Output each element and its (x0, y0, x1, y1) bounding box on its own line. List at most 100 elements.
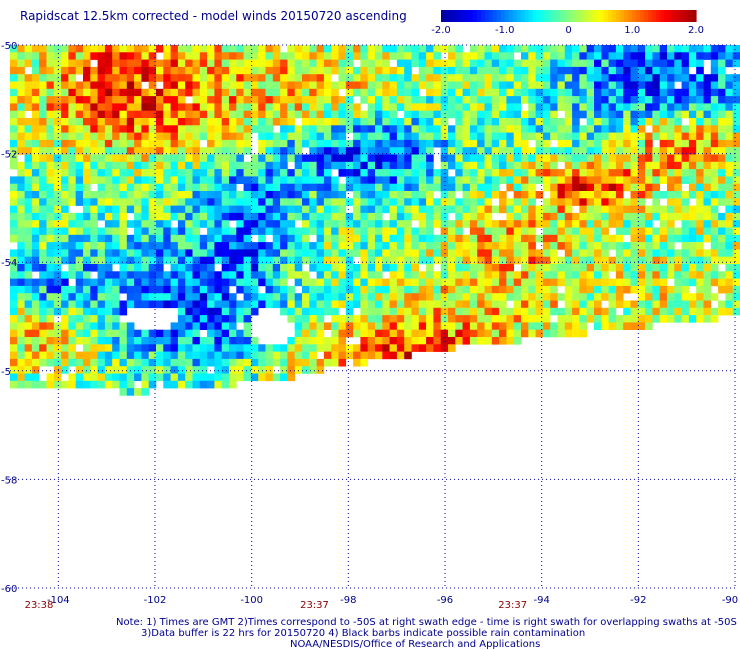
heatmap-cell (637, 52, 646, 60)
heatmap-cell (53, 256, 62, 265)
heatmap-cell (309, 110, 317, 119)
heatmap-cell (302, 169, 310, 177)
heatmap-cell (97, 264, 106, 272)
heatmap-cell (104, 264, 113, 272)
heatmap-cell (39, 52, 47, 60)
heatmap-cell (17, 176, 25, 184)
heatmap-cell (389, 52, 398, 60)
heatmap-cell (83, 154, 91, 163)
heatmap-cell (542, 81, 551, 90)
heatmap-cell (360, 169, 368, 177)
heatmap-cell (31, 358, 40, 367)
heatmap-cell (462, 212, 471, 221)
heatmap-cell (90, 205, 98, 214)
heatmap-cell (243, 45, 252, 53)
heatmap-cell (499, 66, 507, 75)
heatmap-cell (345, 88, 354, 97)
heatmap-cell (112, 358, 120, 367)
heatmap-cell (156, 329, 164, 338)
heatmap-cell (90, 220, 98, 228)
heatmap-cell (521, 96, 529, 104)
heatmap-cell (696, 242, 704, 250)
heatmap-cell (667, 110, 675, 119)
heatmap-cell (375, 212, 383, 221)
heatmap-cell (557, 176, 566, 184)
heatmap-cell (404, 293, 412, 301)
heatmap-cell (710, 96, 719, 104)
heatmap-cell (484, 147, 493, 155)
heatmap-cell (17, 118, 25, 126)
heatmap-cell (75, 234, 84, 243)
heatmap-cell (104, 52, 113, 60)
heatmap-cell (360, 307, 368, 316)
heatmap-cell (615, 300, 624, 309)
heatmap-cell (375, 45, 383, 53)
heatmap-cell (652, 154, 660, 163)
heatmap-cell (528, 307, 536, 316)
heatmap-cell (250, 110, 259, 119)
heatmap-cell (345, 322, 354, 330)
heatmap-cell (258, 249, 266, 257)
heatmap-cell (499, 74, 507, 82)
heatmap-cell (185, 125, 193, 133)
heatmap-cell (272, 264, 281, 272)
heatmap-cell (68, 256, 76, 265)
heatmap-cell (652, 74, 660, 82)
heatmap-cell (177, 329, 186, 338)
heatmap-cell (331, 96, 339, 104)
heatmap-cell (535, 132, 544, 141)
heatmap-cell (24, 249, 33, 257)
heatmap-cell (302, 205, 310, 214)
heatmap-cell (375, 59, 383, 68)
colorbar-segment (596, 10, 601, 22)
heatmap-cell (323, 176, 332, 184)
heatmap-cell (630, 161, 639, 170)
heatmap-cell (469, 45, 478, 53)
heatmap-cell (112, 88, 120, 97)
heatmap-cell (68, 293, 76, 301)
heatmap-cell (250, 103, 259, 111)
heatmap-cell (696, 227, 704, 236)
heatmap-cell (382, 351, 390, 360)
heatmap-cell (623, 74, 631, 82)
heatmap-cell (280, 351, 288, 360)
heatmap-cell (39, 176, 47, 184)
heatmap-cell (345, 249, 354, 257)
heatmap-cell (572, 169, 580, 177)
heatmap-cell (31, 74, 40, 82)
heatmap-cell (382, 74, 390, 82)
heatmap-cell (302, 285, 310, 294)
heatmap-cell (214, 351, 222, 360)
heatmap-cell (542, 322, 551, 330)
heatmap-cell (24, 212, 33, 221)
heatmap-cell (718, 52, 726, 60)
heatmap-cell (83, 271, 91, 279)
heatmap-cell (499, 278, 507, 287)
heatmap-cell (645, 169, 653, 177)
heatmap-cell (615, 96, 624, 104)
heatmap-cell (491, 52, 500, 60)
heatmap-cell (564, 249, 573, 257)
heatmap-cell (469, 337, 478, 345)
heatmap-cell (513, 96, 522, 104)
heatmap-cell (141, 125, 149, 133)
heatmap-cell (185, 329, 193, 338)
heatmap-cell (177, 212, 186, 221)
heatmap-cell (104, 227, 113, 236)
heatmap-cell (353, 191, 361, 199)
heatmap-cell (185, 191, 193, 199)
heatmap-cell (448, 285, 456, 294)
heatmap-cell (594, 66, 602, 75)
heatmap-cell (382, 176, 390, 184)
heatmap-cell (243, 81, 252, 90)
heatmap-cell (615, 118, 624, 126)
heatmap-cell (75, 59, 84, 68)
heatmap-cell (134, 227, 142, 236)
heatmap-cell (17, 307, 25, 316)
heatmap-cell (90, 147, 98, 155)
heatmap-cell (557, 66, 566, 75)
heatmap-cell (10, 74, 18, 82)
heatmap-cell (404, 212, 412, 221)
heatmap-cell (280, 307, 288, 316)
heatmap-cell (272, 344, 281, 352)
